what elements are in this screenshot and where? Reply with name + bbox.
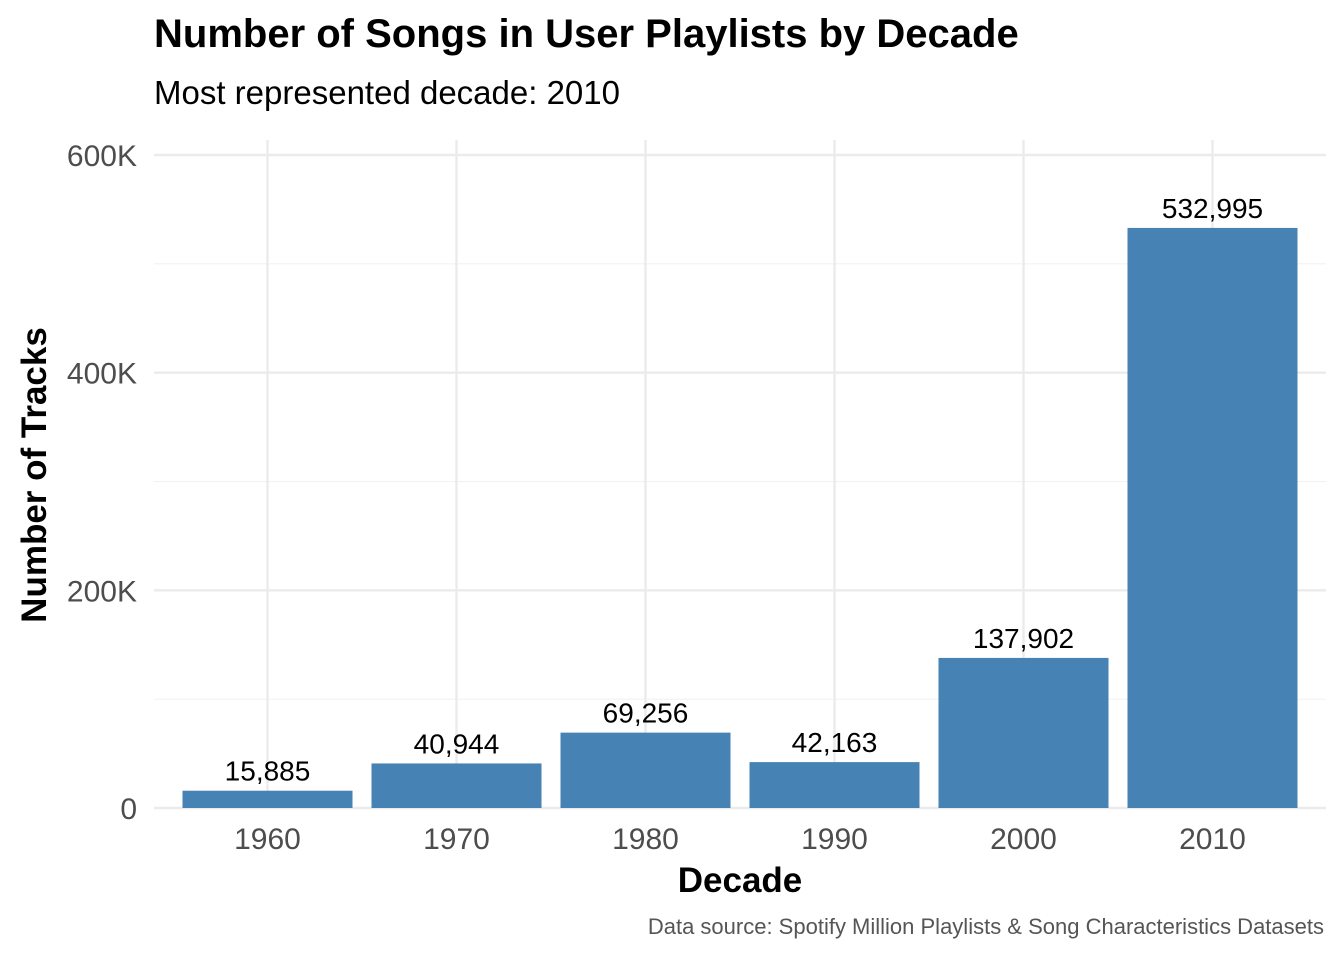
- bar-value-label: 69,256: [603, 698, 689, 729]
- label-layer: 15,885 40,944 69,256 42,163 137,902 532,995: [225, 193, 1263, 787]
- y-tick-label: 200K: [67, 575, 137, 608]
- chart-title: Number of Songs in User Playlists by Dec…: [154, 12, 1019, 56]
- bar-2010: [1127, 227, 1298, 809]
- y-axis-title: Number of Tracks: [15, 327, 54, 623]
- bar-1970: [371, 763, 542, 808]
- chart-subtitle: Most represented decade: 2010: [154, 74, 620, 111]
- bar-1980: [560, 732, 731, 808]
- axis-layer: 0 200K 400K 600K 1960 1970 1980 1990 2000 2010: [67, 140, 1246, 856]
- x-tick-label: 1970: [423, 823, 490, 856]
- x-tick-label: 2010: [1179, 823, 1246, 856]
- bar-value-label: 42,163: [792, 727, 878, 758]
- x-tick-label: 1980: [612, 823, 679, 856]
- x-axis-title: Decade: [678, 861, 803, 900]
- bar-1990: [749, 762, 920, 808]
- bar-1960: [182, 790, 353, 808]
- x-tick-label: 1990: [801, 823, 868, 856]
- chart-caption: Data source: Spotify Million Playlists &…: [647, 914, 1324, 939]
- bar-value-label: 137,902: [973, 623, 1074, 654]
- bar-value-label: 40,944: [414, 728, 500, 759]
- bar-2000: [938, 657, 1109, 808]
- y-tick-label: 600K: [67, 140, 137, 173]
- bar-value-label: 15,885: [225, 756, 311, 787]
- y-tick-label: 400K: [67, 358, 137, 391]
- x-tick-label: 1960: [234, 823, 301, 856]
- x-tick-label: 2000: [990, 823, 1057, 856]
- bar-value-label: 532,995: [1162, 193, 1263, 224]
- bar-layer: [182, 227, 1298, 809]
- y-tick-label: 0: [120, 793, 137, 826]
